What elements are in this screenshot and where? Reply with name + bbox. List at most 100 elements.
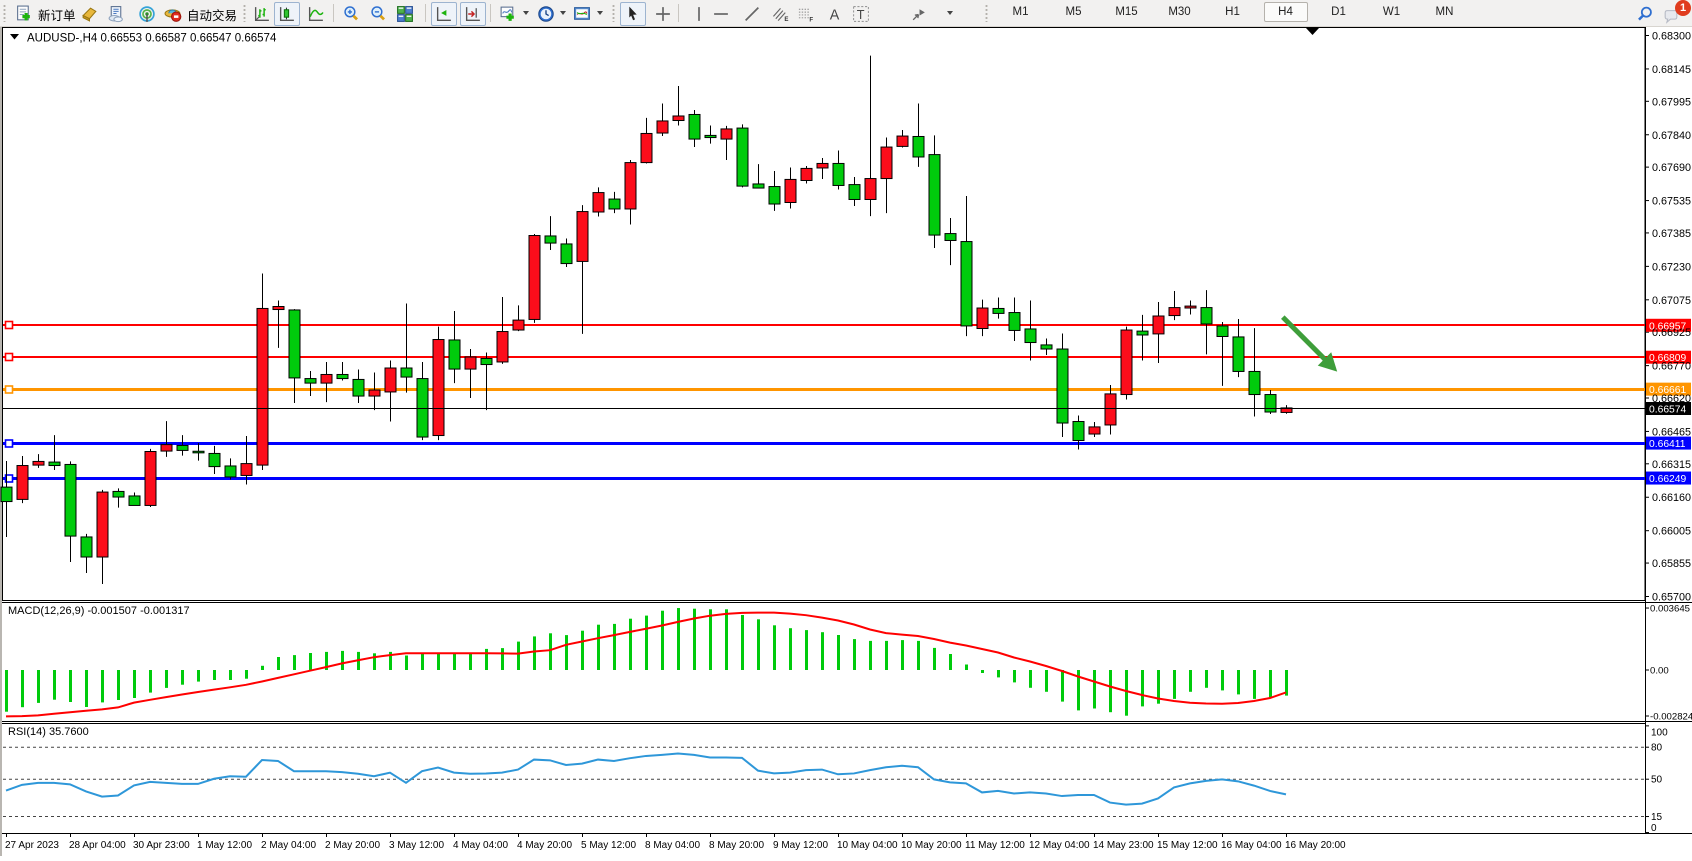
line-chart-mode-button[interactable] — [303, 2, 329, 26]
candle-body — [608, 198, 621, 210]
timeframe-M1[interactable]: M1 — [1012, 6, 1029, 18]
arrow-annotation[interactable] — [1281, 315, 1338, 372]
arrows-shapes-button[interactable] — [906, 2, 932, 26]
price-axis-label: 0.67075 — [1652, 295, 1691, 307]
price-tag-bg — [1646, 471, 1691, 485]
timeframe-MN[interactable]: MN — [1435, 6, 1454, 18]
auto-scroll-button[interactable] — [431, 2, 457, 26]
svg-text:F: F — [809, 17, 813, 23]
price-tag-label: 0.66661 — [1649, 385, 1686, 396]
candle-54 — [864, 55, 877, 217]
candle-body — [576, 211, 589, 262]
crosshair-button[interactable] — [650, 2, 676, 26]
candle-2 — [32, 454, 45, 468]
price-tag-label: 0.66574 — [1649, 405, 1686, 416]
candle-body — [1168, 307, 1181, 317]
candle-body — [896, 135, 909, 147]
timeframe-D1[interactable]: D1 — [1331, 6, 1346, 18]
indicators-dropdown-arrow[interactable] — [523, 11, 529, 15]
time-axis-label: 30 Apr 23:00 — [133, 840, 190, 851]
price-axis-label: 0.66160 — [1652, 492, 1691, 504]
price-tag-bg — [1646, 402, 1691, 415]
text-button[interactable]: A — [822, 2, 848, 26]
vertical-line-icon — [698, 7, 700, 21]
candle-body — [1264, 394, 1277, 413]
candle-body — [128, 495, 141, 506]
timeframe-M5[interactable]: M5 — [1065, 6, 1082, 18]
notifications-button[interactable]: 1 — [1658, 0, 1691, 26]
toolbar-grip[interactable] — [242, 4, 247, 22]
candle-59 — [944, 218, 957, 266]
candle-body — [1072, 421, 1085, 441]
candle-55 — [880, 137, 893, 214]
candle-body — [400, 367, 413, 378]
timeframe-H1[interactable]: H1 — [1225, 6, 1240, 18]
chart-shift-button[interactable] — [460, 2, 486, 26]
chart-window[interactable]: AUDUSD-,H4 0.66553 0.66587 0.66547 0.665… — [0, 27, 1692, 861]
auto-trading-label: 自动交易 — [187, 8, 238, 23]
candle-48 — [768, 171, 781, 211]
auto-trading-icon — [164, 9, 182, 22]
toolbar-grip[interactable] — [2, 4, 7, 22]
timeframe-W1[interactable]: W1 — [1382, 6, 1401, 18]
candle-5 — [80, 533, 93, 573]
candles-group — [0, 55, 1293, 584]
candle-body — [416, 378, 429, 438]
arrows-dropdown-arrow[interactable] — [947, 11, 953, 15]
zoom-in-button[interactable] — [338, 2, 364, 26]
periods-button[interactable] — [533, 2, 559, 26]
timeframe-M15[interactable]: M15 — [1115, 6, 1138, 18]
cursor-button[interactable] — [620, 2, 646, 26]
zoom-out-button[interactable] — [365, 2, 391, 26]
indicators-add-button[interactable] — [495, 2, 521, 26]
price-axis-label: 0.65700 — [1652, 592, 1691, 604]
shift-marker[interactable] — [1306, 28, 1319, 35]
trendline-button[interactable] — [739, 2, 765, 26]
text-label-button[interactable]: T — [848, 2, 874, 26]
new-order-label: 新订单 — [38, 8, 76, 23]
candle-33 — [528, 234, 541, 323]
candle-38 — [608, 191, 621, 214]
history-center-button[interactable] — [77, 2, 103, 26]
equidistant-channel-button[interactable]: E — [768, 2, 794, 26]
price-axis-label: 0.68300 — [1652, 31, 1691, 43]
market-radio-button[interactable] — [134, 2, 160, 26]
time-axis-label: 4 May 20:00 — [517, 840, 572, 851]
toolbar-grip[interactable] — [611, 4, 616, 22]
periods-dropdown-arrow[interactable] — [560, 11, 566, 15]
candle-body — [944, 233, 957, 241]
candlestick-mode-button[interactable] — [274, 2, 300, 26]
time-axis-label: 9 May 12:00 — [773, 840, 828, 851]
horizontal-line-button[interactable] — [708, 2, 734, 26]
fibonacci-button[interactable]: F — [793, 2, 819, 26]
line-handle[interactable] — [4, 385, 14, 394]
new-order-button[interactable]: 新订单 — [11, 2, 80, 26]
line-handle[interactable] — [4, 439, 14, 448]
candle-body — [1120, 329, 1133, 396]
tile-windows-button[interactable] — [392, 2, 418, 26]
metaeditor-button[interactable] — [103, 2, 129, 26]
search-button[interactable] — [1632, 2, 1658, 26]
toolbar: 新订单 自动交易 — [0, 0, 1692, 27]
candle-body — [784, 178, 797, 204]
time-axis-label: 12 May 04:00 — [1029, 840, 1090, 851]
trendline-icon — [745, 7, 759, 21]
time-axis-label: 5 May 12:00 — [581, 840, 636, 851]
timeframe-M30[interactable]: M30 — [1168, 6, 1191, 18]
line-handle[interactable] — [4, 352, 14, 362]
metaeditor-icon — [108, 6, 123, 23]
bar-chart-mode-button[interactable] — [249, 2, 275, 26]
auto-trading-button[interactable]: 自动交易 — [160, 2, 241, 26]
line-handle[interactable] — [4, 474, 14, 483]
auto-scroll-icon — [436, 7, 451, 22]
candle-63 — [1008, 297, 1021, 342]
svg-text:T: T — [857, 8, 865, 22]
templates-button[interactable] — [569, 2, 595, 26]
symbol-dropdown-arrow[interactable] — [10, 34, 19, 40]
templates-dropdown-arrow[interactable] — [597, 11, 603, 15]
candle-34 — [544, 216, 557, 250]
line-handle[interactable] — [4, 320, 14, 330]
toolbar-grip[interactable] — [984, 4, 989, 22]
vertical-line-button[interactable] — [686, 2, 712, 26]
timeframe-H4[interactable]: H4 — [1263, 2, 1308, 22]
